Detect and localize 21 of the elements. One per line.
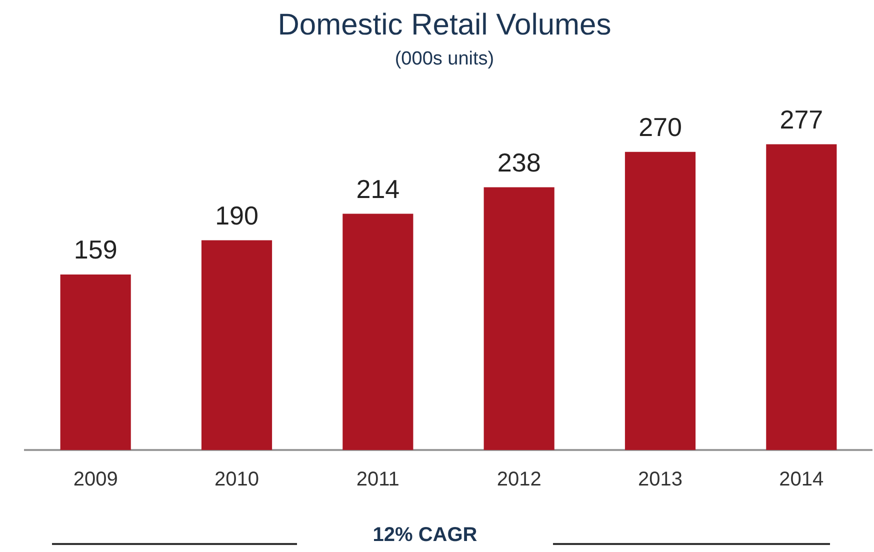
data-label: 159 [74,234,118,265]
data-label: 190 [215,200,258,230]
x-tick-label: 2010 [214,468,259,491]
text: 12% CAGR [372,524,478,547]
data-label: 214 [356,174,400,204]
chart-subtitle: (000s units) [394,48,494,70]
bar [766,144,837,450]
data-label: 270 [638,112,682,142]
x-tick-label: 2009 [73,468,118,491]
x-tick-label: 2014 [779,468,824,491]
x-tick-label: 2012 [496,468,542,491]
x-tick-label: 2013 [638,468,682,491]
bar [60,274,131,450]
data-label: 277 [780,104,824,134]
chart-title: Domestic Retail Volumes [278,8,612,42]
bar [484,187,554,450]
data-label: 238 [497,147,541,178]
bar [201,240,272,450]
bar [624,152,696,450]
x-tick-label: 2011 [356,468,400,491]
bar [342,214,414,450]
